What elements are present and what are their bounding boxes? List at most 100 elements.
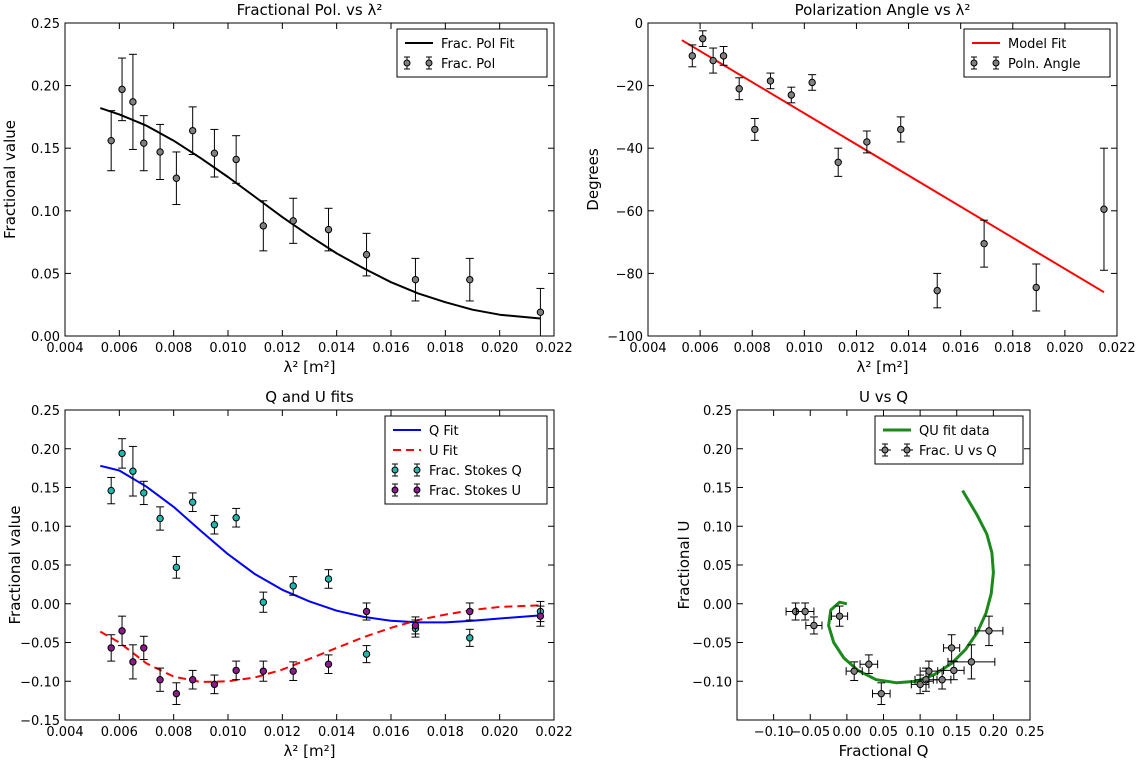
data-point	[210, 514, 219, 535]
data-point	[324, 569, 333, 589]
data-point	[750, 117, 759, 141]
data-point	[172, 555, 181, 579]
x-tick-label: 0.014	[318, 725, 355, 740]
data-marker	[466, 634, 474, 642]
legend-label: Poln. Angle	[1008, 57, 1080, 72]
data-point	[845, 661, 863, 681]
data-marker	[172, 174, 181, 182]
x-axis-label: Fractional Q	[839, 742, 929, 760]
x-tick-label: 0.016	[942, 341, 979, 356]
y-tick-label: 0.05	[703, 559, 732, 574]
data-point	[805, 616, 823, 635]
legend-label: Model Fit	[1008, 37, 1066, 52]
legend-frame	[396, 28, 548, 78]
data-marker	[140, 489, 148, 497]
data-marker	[172, 563, 181, 572]
data-point	[933, 272, 942, 309]
data-marker	[107, 136, 115, 145]
plot-area	[99, 438, 545, 705]
data-point	[118, 438, 127, 469]
data-point	[128, 53, 137, 150]
data-marker	[324, 225, 333, 234]
data-marker	[950, 666, 958, 675]
x-tick-label: −0.10	[754, 725, 794, 740]
x-tick-label: 0.00	[832, 725, 861, 740]
x-axis-label: λ² [m²]	[284, 358, 336, 376]
chart-title: U vs Q	[859, 388, 908, 406]
data-point	[289, 661, 298, 681]
legend-item: Q Fit	[393, 424, 459, 439]
data-marker	[259, 667, 268, 675]
y-tick-label: 0.25	[31, 17, 60, 32]
legend-item: Frac. Stokes Q	[391, 463, 522, 479]
data-point	[172, 682, 181, 705]
data-point	[156, 123, 165, 180]
data-marker	[210, 521, 219, 529]
legend-swatch-marker	[391, 466, 399, 474]
data-marker	[536, 308, 545, 316]
y-tick-label: −80	[616, 267, 643, 282]
legend-label: Frac. Stokes U	[429, 484, 521, 499]
x-tick-label: 0.018	[994, 341, 1031, 356]
data-point	[128, 644, 137, 680]
x-tick-label: 0.008	[155, 341, 192, 356]
legend-label: Frac. Stokes Q	[429, 464, 522, 479]
data-point	[932, 669, 952, 690]
data-marker	[466, 275, 474, 284]
legend-label: Frac. Pol Fit	[441, 37, 515, 52]
x-tick-label: 0.020	[1046, 341, 1083, 356]
legend-label: Q Fit	[429, 424, 459, 439]
chart-title: Polarization Angle vs λ²	[795, 1, 971, 19]
data-marker	[766, 77, 775, 85]
legend-item: Frac. U vs Q	[879, 443, 997, 459]
legend-swatch-marker	[413, 486, 421, 494]
data-point	[139, 480, 148, 506]
data-marker	[259, 598, 268, 606]
data-point	[259, 200, 268, 252]
y-tick-label: 0.20	[31, 80, 60, 95]
data-point	[232, 135, 241, 184]
legend-item: QU fit data	[883, 424, 990, 439]
plot-area	[681, 30, 1108, 312]
series-line	[99, 107, 541, 320]
x-tick-label: 0.020	[481, 725, 518, 740]
y-tick-label: −60	[616, 205, 643, 220]
y-tick-label: 0.25	[31, 404, 60, 419]
x-tick-label: 0.004	[46, 725, 83, 740]
legend-frame	[874, 415, 1024, 465]
data-point	[156, 667, 165, 692]
data-point	[719, 45, 728, 66]
data-marker	[735, 85, 743, 93]
data-point	[834, 147, 843, 177]
y-tick-label: −0.10	[692, 675, 732, 690]
panel-polarization-angle: Polarization Angle vs λ² 0.004 0.006 0.008 0…	[584, 1, 1136, 376]
data-marker	[922, 676, 930, 684]
y-axis-label: Fractional U	[675, 521, 693, 610]
data-point	[411, 257, 420, 302]
y-tick-label: 0.05	[31, 267, 60, 282]
y-tick-label: −0.10	[20, 675, 60, 690]
x-tick-label: 0.022	[535, 341, 572, 356]
data-marker	[865, 660, 873, 668]
data-point	[1032, 263, 1041, 312]
data-point	[465, 602, 474, 621]
data-marker	[188, 126, 197, 135]
data-marker	[140, 644, 148, 652]
x-tick-label: 0.016	[372, 341, 409, 356]
data-marker	[188, 498, 197, 506]
x-axis-label: λ² [m²]	[284, 742, 336, 760]
plot-area	[99, 53, 545, 336]
data-marker	[324, 575, 333, 583]
data-marker	[466, 607, 474, 616]
y-tick-label: 0.00	[31, 598, 60, 613]
data-marker	[411, 621, 420, 630]
data-point	[188, 492, 197, 513]
data-marker	[107, 644, 115, 652]
data-marker	[232, 514, 240, 522]
y-tick-label: −0.15	[20, 714, 60, 729]
chart-title: Q and U fits	[265, 388, 354, 406]
data-marker	[362, 250, 371, 259]
data-point	[465, 628, 474, 647]
data-marker	[232, 666, 240, 675]
data-marker	[834, 158, 842, 166]
